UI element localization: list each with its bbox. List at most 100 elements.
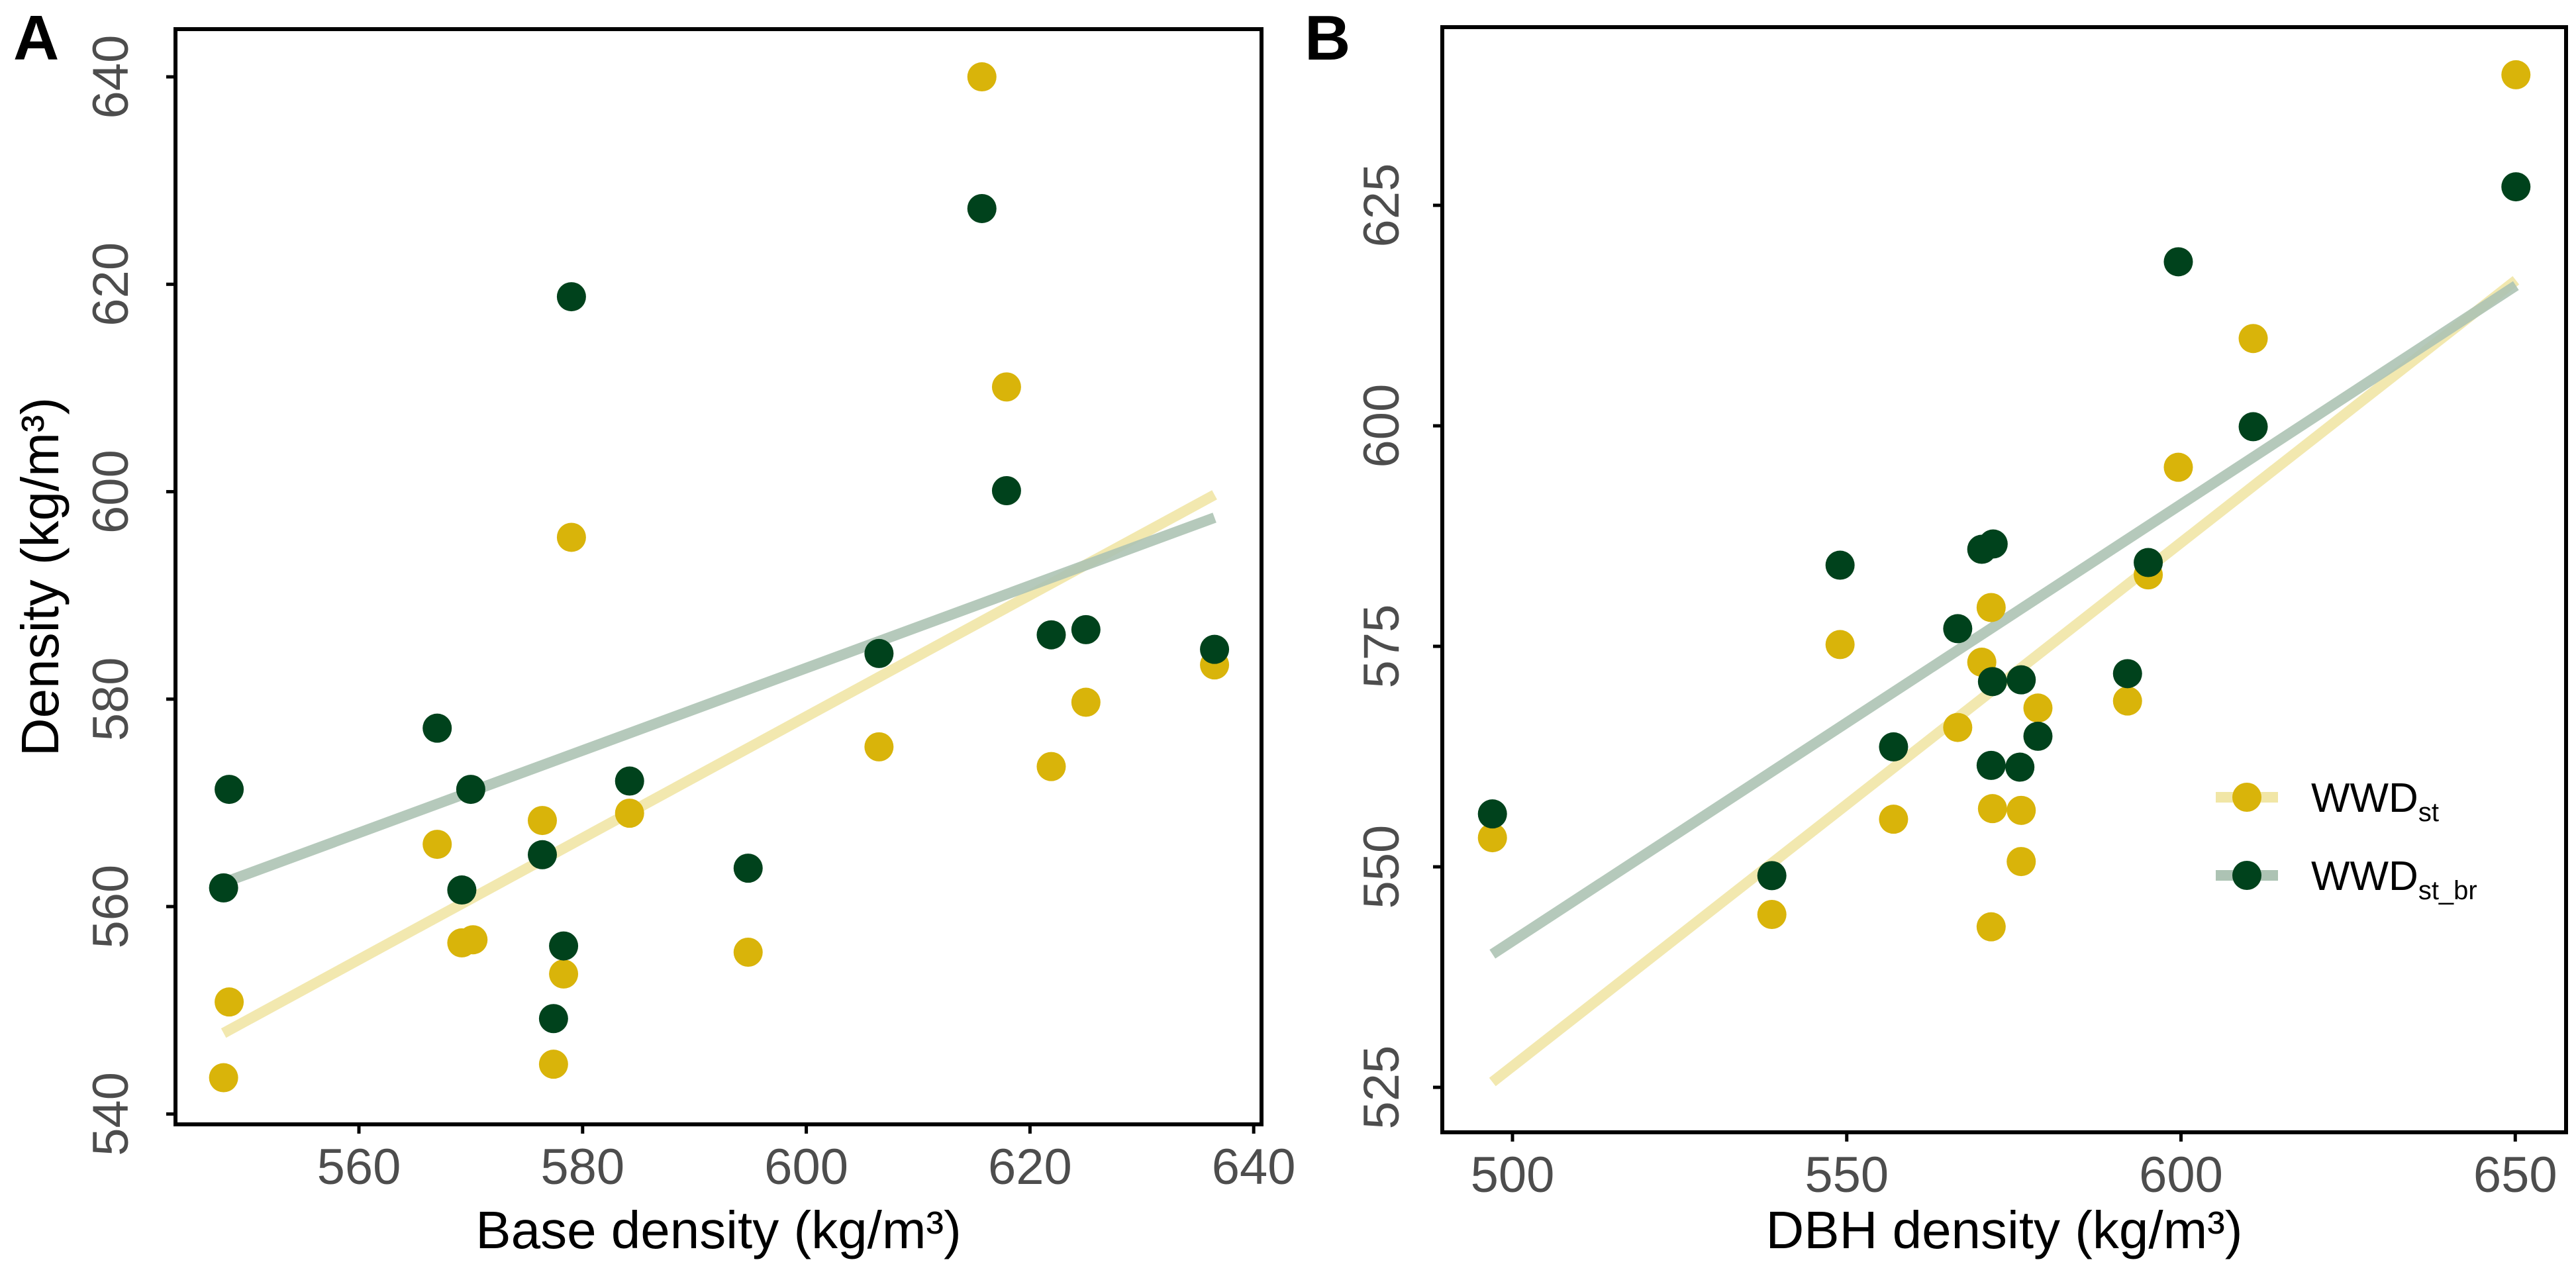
data-point-st [1879,805,1908,834]
x-tick-label: 650 [2473,1147,2557,1203]
y-tick-label: 575 [1354,605,1410,689]
y-tick-label: 560 [83,865,139,949]
data-point-st [422,830,452,859]
data-point-st [2163,452,2193,482]
data-point-st-br [733,854,763,883]
data-point-st-br [1943,614,1973,644]
data-point-st [1976,593,2006,622]
y-tick-label: 625 [1354,164,1410,248]
legend-label: WWDst [2311,775,2439,827]
x-tick-label: 640 [1212,1139,1296,1195]
data-point-st-br [549,931,579,961]
x-axis-title: DBH density (kg/m³) [1765,1201,2242,1259]
x-tick-label: 600 [2139,1147,2223,1203]
y-tick-label: 640 [83,35,139,119]
data-point-st-br [864,638,894,668]
data-point-st-br [2005,752,2035,782]
data-point-st-br [527,840,557,869]
data-point-st [549,959,579,989]
data-point-st [209,1063,238,1093]
data-point-st [2023,693,2053,723]
data-point-st [2238,324,2268,354]
data-point-st [991,372,1021,402]
y-tick-label: 550 [1354,825,1410,909]
data-point-st [615,799,644,828]
data-point-st [1071,687,1101,717]
data-point-st [538,1050,568,1079]
data-point-st-br [1879,732,1908,761]
data-point-st [458,925,488,955]
data-point-st-br [2501,172,2531,202]
data-point-st-br [2238,412,2268,442]
data-point-st-br [2134,548,2163,577]
data-point-st [1477,823,1507,853]
panel-label: A [13,3,59,74]
x-tick-label: 560 [317,1139,401,1195]
panel-b: 500 550 600 650 525 550 575 600 625 DBH density (… [1305,3,2568,1259]
x-tick-label: 500 [1471,1147,1555,1203]
data-point-st-br [1200,634,1230,664]
data-point-st-br [2023,721,2053,751]
y-tick-label: 620 [83,242,139,326]
data-point-st-br [1036,620,1066,650]
data-point-st-br [1978,529,2008,559]
panel-label: B [1305,3,1350,74]
x-tick-label: 600 [764,1139,848,1195]
data-point-st-br [538,1004,568,1034]
data-point-st-br [2006,665,2036,695]
data-point-st [1757,899,1787,929]
data-point-st-br [1977,667,2007,697]
data-point-st-br [2112,659,2142,689]
data-point-st-br [991,475,1021,505]
y-tick-label: 525 [1354,1046,1410,1130]
data-point-st-br [967,193,997,223]
data-point-st-br [1976,750,2006,780]
data-point-st-br [1071,614,1101,644]
data-point-st [2006,795,2036,825]
plot-frame [173,27,1263,1126]
data-point-st [1977,794,2007,824]
data-point-st-br [1757,861,1787,891]
legend-point-key [2232,861,2261,890]
data-point-st-br [2163,247,2193,277]
panel-a: 560 580 600 620 640 540 560 580 600 620 640 Base de… [11,3,1296,1259]
data-point-st [864,732,894,761]
data-point-st-br [422,713,452,743]
x-axis-title: Base density (kg/m³) [475,1201,962,1259]
y-tick-label: 580 [83,657,139,741]
plot-frame [1440,25,2568,1134]
data-point-st [733,937,763,967]
data-point-st [527,806,557,836]
fit-line-wwd-st-br [1489,281,2519,959]
legend-point-key [2232,783,2261,812]
data-point-st-br [1477,799,1507,829]
data-point-st-br [456,775,485,805]
data-point-st [1036,752,1066,781]
y-tick-label: 540 [83,1072,139,1156]
data-point-st [2112,686,2142,716]
data-point-st-br [209,873,238,903]
y-tick-label: 600 [1354,384,1410,468]
fit-line-wwd-st [221,490,1217,1038]
y-axis-title: Density (kg/m³) [11,397,70,756]
data-point-st [2501,60,2531,89]
data-point-st-br [615,766,644,796]
legend: WWDst WWDst_br [2216,775,2477,905]
data-point-st [2006,847,2036,877]
legend-label: WWDst_br [2311,854,2477,905]
data-point-st [1825,630,1855,660]
data-point-st [215,987,244,1017]
fit-line-wwd-st-br [221,513,1216,888]
x-tick-label: 550 [1805,1147,1889,1203]
x-tick-label: 620 [988,1139,1072,1195]
data-point-st [1943,712,1973,742]
data-point-st [556,522,586,552]
data-point-st-br [215,775,244,805]
data-point-st [1976,912,2006,942]
y-tick-label: 600 [83,450,139,534]
data-point-st-br [447,875,477,905]
x-tick-label: 580 [540,1139,624,1195]
data-point-st-br [556,282,586,312]
data-point-st-br [1825,550,1855,580]
